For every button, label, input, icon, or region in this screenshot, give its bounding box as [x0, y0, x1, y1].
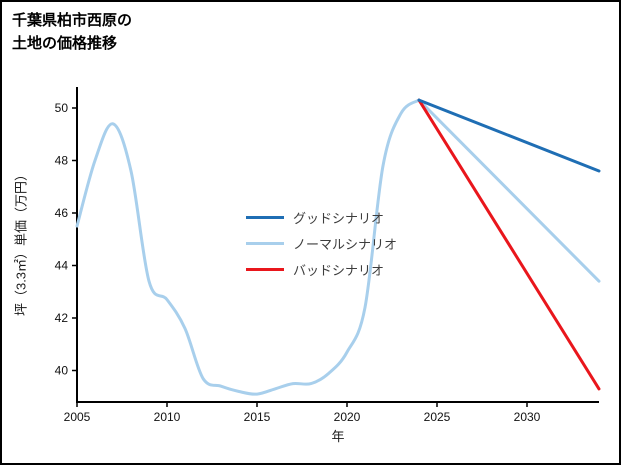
svg-text:40: 40 — [55, 364, 69, 378]
svg-text:2020: 2020 — [334, 410, 361, 424]
good-scenario-line-swatch — [246, 215, 284, 219]
chart-title-line1: 千葉県柏市西原の — [12, 12, 133, 29]
svg-text:2015: 2015 — [244, 410, 271, 424]
svg-text:50: 50 — [55, 101, 69, 115]
svg-text:2005: 2005 — [64, 410, 91, 424]
svg-text:2025: 2025 — [424, 410, 451, 424]
svg-text:42: 42 — [55, 311, 69, 325]
bad-scenario-line-swatch — [246, 267, 284, 271]
legend-label-good: グッドシナリオ — [293, 210, 385, 226]
legend-label-bad: バッドシナリオ — [293, 262, 385, 278]
legend-item-bad: バッドシナリオ — [246, 256, 397, 282]
legend-label-normal: ノーマルシナリオ — [293, 236, 398, 252]
svg-text:48: 48 — [55, 154, 69, 168]
svg-text:46: 46 — [55, 206, 69, 220]
y-axis-label: 坪（3.3㎡）単価（万円） — [13, 167, 29, 317]
svg-text:44: 44 — [55, 259, 69, 273]
chart-title-line2: 土地の価格推移 — [12, 34, 118, 52]
svg-text:2010: 2010 — [154, 410, 181, 424]
svg-text:2030: 2030 — [514, 410, 541, 424]
legend-item-good: グッドシナリオ — [246, 204, 397, 230]
legend-item-normal: ノーマルシナリオ — [246, 230, 397, 256]
x-axis-label: 年 — [331, 429, 345, 444]
chart-title: 千葉県柏市西原の 土地の価格推移 — [12, 10, 132, 55]
normal-scenario-line-swatch — [246, 241, 284, 245]
chart-legend: グッドシナリオ ノーマルシナリオ バッドシナリオ — [246, 204, 397, 282]
